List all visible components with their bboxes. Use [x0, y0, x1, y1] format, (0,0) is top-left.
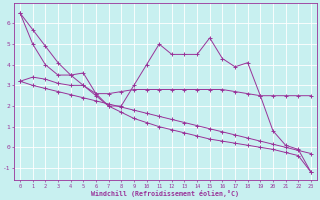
- X-axis label: Windchill (Refroidissement éolien,°C): Windchill (Refroidissement éolien,°C): [92, 190, 239, 197]
